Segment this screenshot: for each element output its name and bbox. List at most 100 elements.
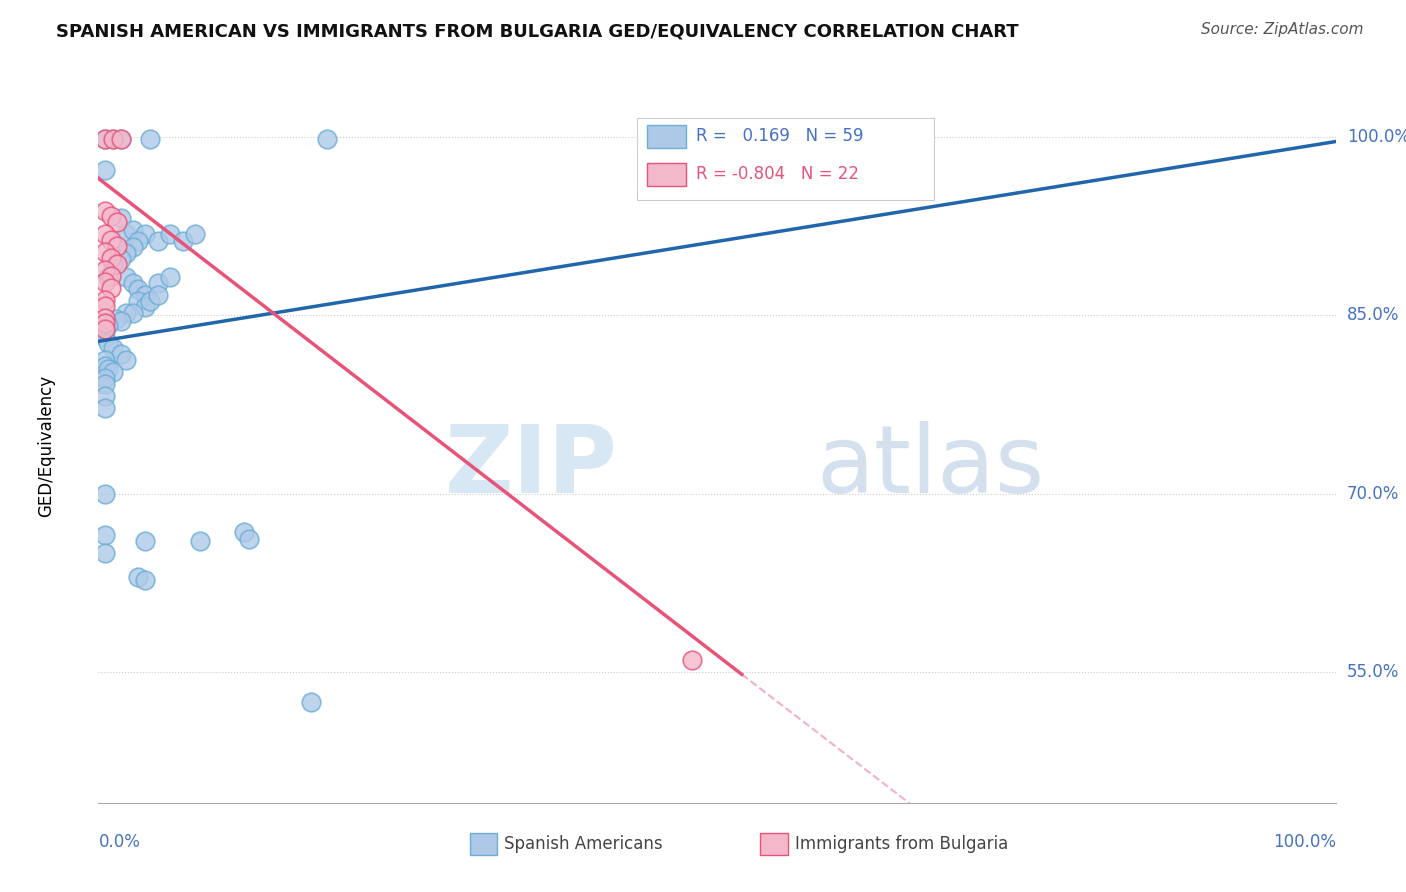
Point: [114, 227, 136, 242]
Point: [134, 300, 156, 314]
FancyBboxPatch shape: [647, 125, 686, 148]
Point: [93, 163, 115, 178]
Point: [127, 282, 149, 296]
Text: ZIP: ZIP: [446, 421, 619, 514]
Point: [233, 524, 256, 539]
Point: [93, 317, 115, 331]
Point: [127, 570, 149, 584]
Point: [100, 268, 122, 283]
Point: [110, 314, 132, 328]
Point: [105, 239, 128, 253]
Point: [93, 324, 115, 338]
Point: [97, 335, 120, 350]
Point: [93, 371, 115, 385]
Point: [316, 132, 339, 146]
Point: [100, 210, 122, 224]
Point: [188, 534, 211, 549]
Point: [93, 329, 115, 343]
Point: [184, 227, 207, 242]
Text: GED/Equivalency: GED/Equivalency: [37, 375, 55, 517]
Text: Immigrants from Bulgaria: Immigrants from Bulgaria: [794, 835, 1008, 853]
Point: [172, 235, 194, 249]
Text: 100.0%: 100.0%: [1272, 833, 1336, 851]
Point: [93, 310, 115, 325]
Point: [105, 215, 128, 229]
Text: 70.0%: 70.0%: [1347, 484, 1399, 502]
Point: [100, 233, 122, 247]
Point: [103, 258, 125, 272]
Point: [110, 252, 132, 267]
Point: [122, 222, 145, 236]
Point: [299, 695, 322, 709]
Point: [103, 365, 125, 379]
Text: 0.0%: 0.0%: [98, 833, 141, 851]
Text: Source: ZipAtlas.com: Source: ZipAtlas.com: [1201, 22, 1364, 37]
Text: SPANISH AMERICAN VS IMMIGRANTS FROM BULGARIA GED/EQUIVALENCY CORRELATION CHART: SPANISH AMERICAN VS IMMIGRANTS FROM BULG…: [56, 22, 1019, 40]
Point: [93, 203, 115, 218]
Point: [146, 235, 169, 249]
Point: [103, 132, 125, 146]
Point: [134, 227, 156, 242]
Point: [97, 318, 120, 332]
Point: [93, 275, 115, 289]
Point: [100, 251, 122, 265]
Text: R = -0.804   N = 22: R = -0.804 N = 22: [696, 165, 859, 183]
Point: [114, 306, 136, 320]
Point: [139, 132, 162, 146]
Point: [122, 276, 145, 290]
Text: 100.0%: 100.0%: [1347, 128, 1406, 145]
Point: [103, 132, 125, 146]
Point: [146, 276, 169, 290]
Point: [104, 311, 127, 326]
Point: [93, 132, 115, 146]
Point: [97, 361, 120, 376]
Point: [93, 263, 115, 277]
Text: 85.0%: 85.0%: [1347, 306, 1399, 324]
Point: [93, 389, 115, 403]
Point: [93, 401, 115, 415]
Point: [93, 359, 115, 374]
Text: R =   0.169   N = 59: R = 0.169 N = 59: [696, 128, 863, 145]
Point: [93, 299, 115, 313]
Point: [134, 288, 156, 302]
Point: [122, 306, 145, 320]
Point: [93, 322, 115, 336]
Text: atlas: atlas: [815, 421, 1045, 514]
Point: [114, 353, 136, 368]
Point: [238, 532, 260, 546]
Point: [146, 288, 169, 302]
Point: [105, 257, 128, 271]
Point: [134, 534, 156, 549]
Point: [110, 132, 132, 146]
Point: [93, 377, 115, 392]
Point: [100, 281, 122, 295]
Point: [93, 528, 115, 542]
Point: [134, 574, 156, 588]
FancyBboxPatch shape: [647, 162, 686, 186]
Point: [127, 293, 149, 308]
Point: [110, 347, 132, 361]
Point: [93, 293, 115, 307]
Point: [114, 246, 136, 260]
Point: [93, 132, 115, 146]
Text: Spanish Americans: Spanish Americans: [505, 835, 662, 853]
Point: [681, 653, 703, 667]
Point: [93, 227, 115, 242]
Point: [93, 486, 115, 500]
Point: [97, 270, 120, 285]
Point: [159, 270, 181, 285]
Point: [103, 342, 125, 356]
Point: [110, 132, 132, 146]
Point: [159, 227, 181, 242]
Point: [110, 211, 132, 225]
Point: [114, 270, 136, 285]
Point: [127, 235, 149, 249]
Point: [139, 293, 162, 308]
Text: 55.0%: 55.0%: [1347, 663, 1399, 681]
FancyBboxPatch shape: [470, 833, 496, 855]
FancyBboxPatch shape: [761, 833, 787, 855]
Point: [93, 353, 115, 368]
Point: [122, 240, 145, 254]
FancyBboxPatch shape: [637, 118, 934, 200]
Point: [93, 546, 115, 560]
